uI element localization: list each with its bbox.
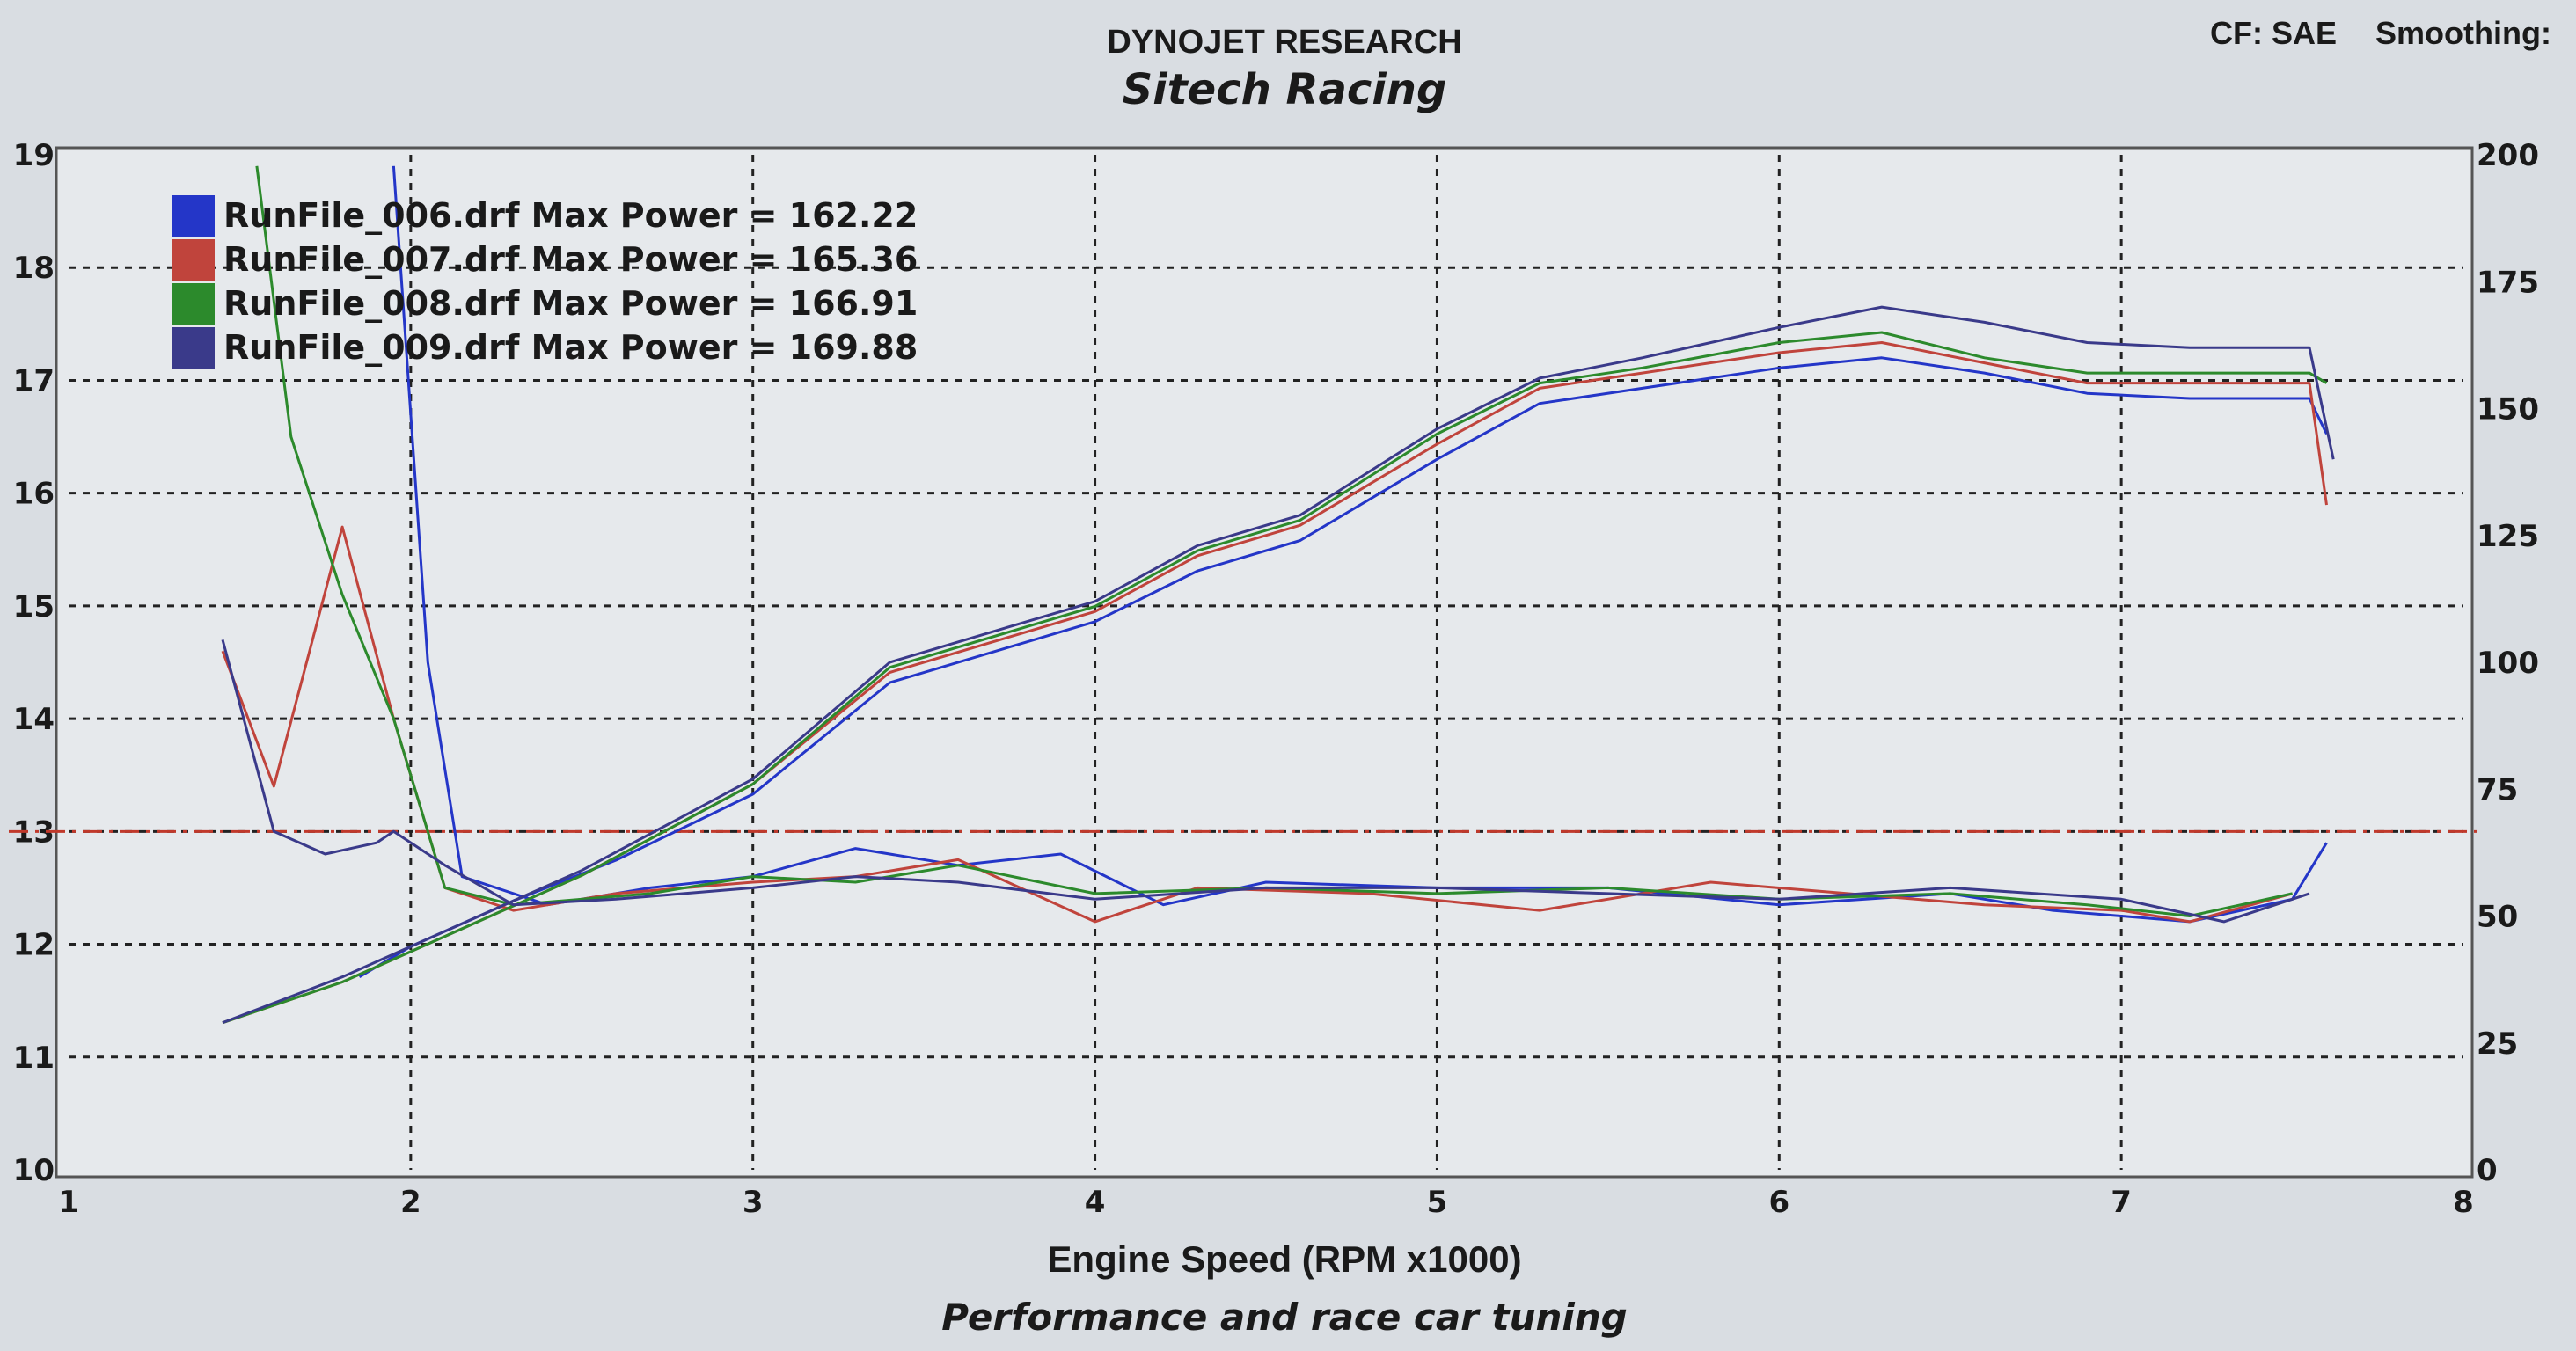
x-tick-label: 2 (400, 1185, 421, 1220)
y-left-tick-label: 17 (13, 363, 55, 398)
legend-swatch-009 (172, 327, 215, 369)
y-right-tick-label: 50 (2477, 900, 2518, 935)
x-tick-label: 6 (1768, 1185, 1789, 1220)
y-right-tick-label: 25 (2477, 1026, 2518, 1062)
x-tick-label: 3 (743, 1185, 764, 1220)
power-curve-2 (222, 331, 2328, 1025)
legend-entry-007: RunFile_007.drf Max Power = 165.36 (223, 240, 918, 279)
legend: RunFile_006.drf Max Power = 162.22 RunFi… (172, 195, 918, 369)
legend-swatch-006 (172, 195, 215, 237)
power-curve-0 (358, 356, 2328, 978)
y-left-tick-label: 15 (13, 589, 55, 624)
header-cf: CF: SAE (2210, 15, 2337, 51)
y-right-tick-label: 200 (2477, 138, 2539, 173)
y-left-tick-label: 19 (13, 138, 55, 173)
y-right-tick-label: 150 (2477, 392, 2539, 427)
y-left-tick-label: 18 (13, 251, 55, 286)
y-right-tick-label: 175 (2477, 265, 2539, 300)
header-company: DYNOJET RESEARCH (1107, 24, 1461, 61)
y-right-tick-label: 100 (2477, 646, 2539, 681)
y-right-tick-label: 75 (2477, 772, 2518, 807)
x-tick-label: 5 (1427, 1185, 1448, 1220)
x-tick-label: 4 (1085, 1185, 1106, 1220)
x-tick-label: 8 (2453, 1185, 2474, 1220)
afr-curve-2 (255, 165, 2293, 917)
y-left-tick-label: 10 (13, 1153, 55, 1188)
footer-tagline: Performance and race car tuning (941, 1296, 1628, 1339)
header-shop: Sitech Racing (1123, 65, 1447, 114)
x-tick-label: 1 (58, 1185, 79, 1220)
axis-ticks: 1 2 3 4 5 6 7 810111213141516171819025507510012… (13, 138, 2539, 1220)
power-curve-3 (222, 305, 2335, 1025)
y-left-tick-label: 16 (13, 477, 55, 512)
legend-swatch-007 (172, 239, 215, 281)
legend-entry-008: RunFile_008.drf Max Power = 166.91 (223, 284, 918, 323)
y-right-tick-label: 0 (2477, 1153, 2498, 1188)
y-left-tick-label: 14 (13, 702, 55, 737)
y-left-tick-label: 12 (13, 928, 55, 963)
x-axis-label: Engine Speed (RPM x1000) (1047, 1238, 1521, 1280)
legend-entry-006: RunFile_006.drf Max Power = 162.22 (223, 196, 918, 235)
plot-area (55, 146, 2474, 1179)
series-lines (9, 165, 2481, 1025)
y-right-tick-label: 125 (2477, 519, 2539, 554)
legend-swatch-008 (172, 283, 215, 325)
y-left-tick-label: 11 (13, 1041, 55, 1076)
afr-curve-3 (221, 639, 2310, 924)
header-smoothing: Smoothing: (2375, 15, 2551, 51)
legend-entry-009: RunFile_009.drf Max Power = 169.88 (223, 328, 918, 367)
x-tick-label: 7 (2111, 1185, 2132, 1220)
